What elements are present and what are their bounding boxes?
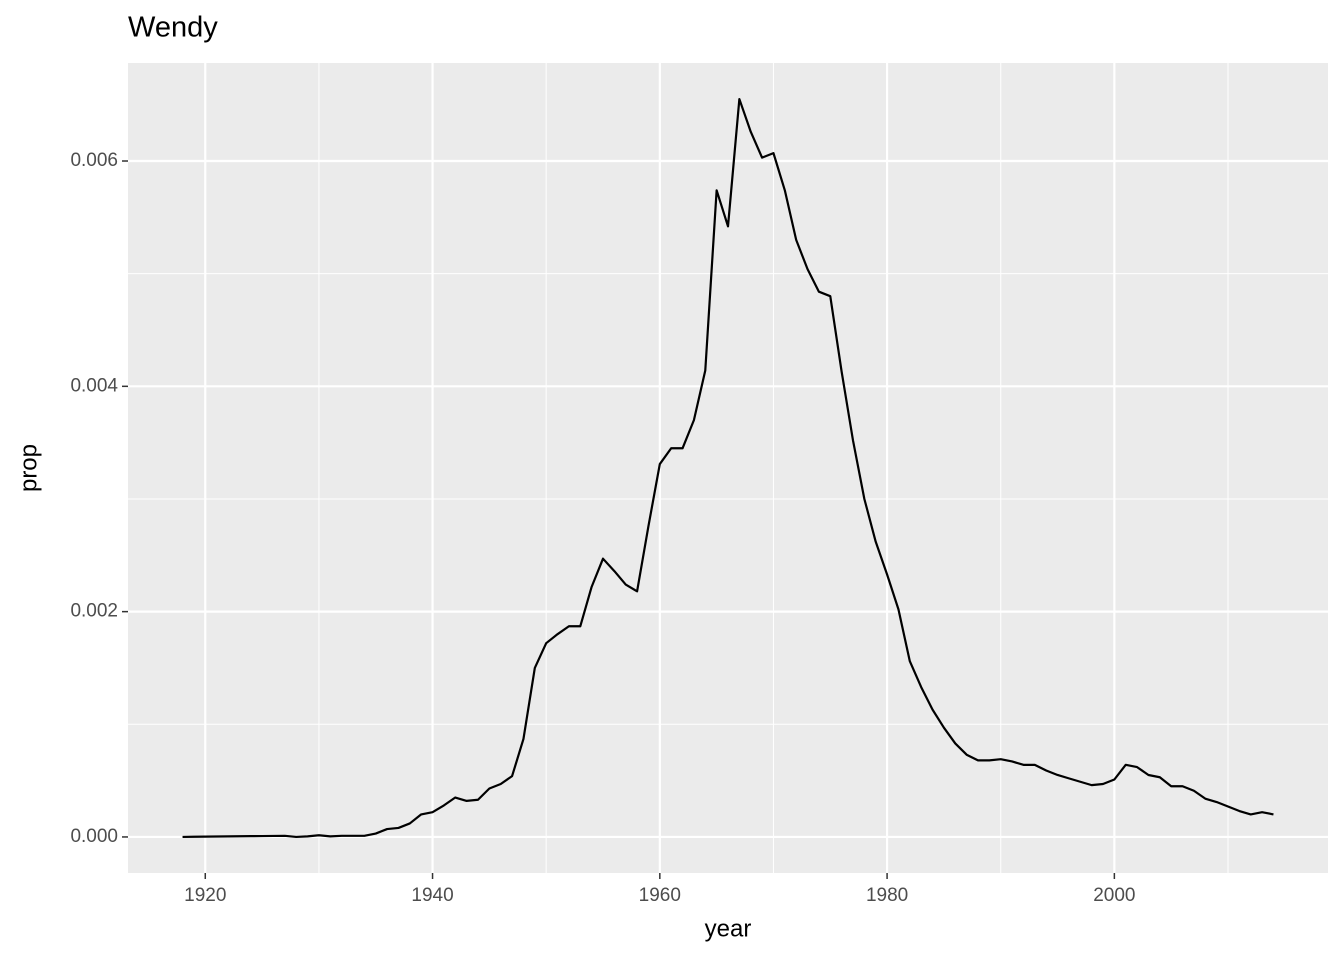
x-tick-label: 2000 <box>1093 885 1135 906</box>
y-tick-label: 0.000 <box>70 826 118 847</box>
panel <box>128 63 1328 873</box>
line <box>182 97 1274 839</box>
y-tick-label: 0.004 <box>70 375 118 396</box>
y-tick-label: 0.002 <box>70 601 118 622</box>
x-tick-label: 1980 <box>866 885 908 906</box>
y-axis-title: prop <box>15 444 42 492</box>
x-axis-title: year <box>705 915 752 942</box>
x-tick-label: 1920 <box>184 885 226 906</box>
x-tick-label: 1960 <box>639 885 681 906</box>
chart-title: Wendy <box>128 12 218 44</box>
y-tick-label: 0.006 <box>70 150 118 171</box>
x-tick-label: 1940 <box>411 885 453 906</box>
